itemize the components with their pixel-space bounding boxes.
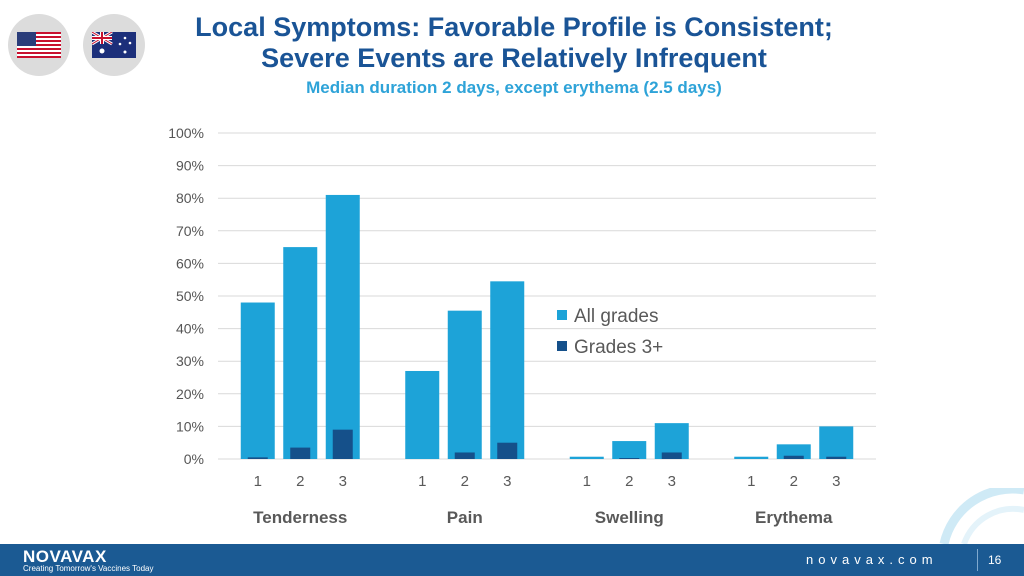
y-tick-label: 0% bbox=[184, 451, 204, 467]
x-tick-label: 3 bbox=[339, 473, 347, 490]
bar-grades3-pain-2 bbox=[454, 452, 475, 459]
bar-all-grades-tenderness-3 bbox=[325, 194, 360, 459]
footer-divider bbox=[977, 549, 978, 571]
y-tick-label: 80% bbox=[176, 190, 204, 206]
y-tick-label: 20% bbox=[176, 386, 204, 402]
x-tick-label: 2 bbox=[790, 473, 798, 490]
y-tick-label: 40% bbox=[176, 321, 204, 337]
x-tick-label: 2 bbox=[296, 473, 304, 490]
page-title: Local Symptoms: Favorable Profile is Con… bbox=[140, 12, 888, 74]
y-tick-label: 70% bbox=[176, 223, 204, 239]
brand-tagline: Creating Tomorrow's Vaccines Today bbox=[23, 564, 154, 573]
x-tick-label: 2 bbox=[625, 473, 633, 490]
legend-swatch-all_grades bbox=[557, 310, 567, 320]
novavax-logo: NOVAVAX bbox=[23, 547, 107, 566]
y-tick-label: 10% bbox=[176, 418, 204, 434]
x-tick-label: 3 bbox=[668, 473, 676, 490]
x-tick-label: 2 bbox=[461, 473, 469, 490]
title-line-1: Local Symptoms: Favorable Profile is Con… bbox=[195, 12, 833, 42]
page-subtitle: Median duration 2 days, except erythema … bbox=[306, 78, 722, 97]
x-tick-label: 3 bbox=[503, 473, 511, 490]
y-tick-label: 50% bbox=[176, 288, 204, 304]
title-line-2: Severe Events are Relatively Infrequent bbox=[261, 43, 767, 73]
bar-all-grades-pain-1 bbox=[405, 370, 440, 459]
x-tick-label: 1 bbox=[418, 473, 426, 490]
bar-grades3-tenderness-3 bbox=[332, 429, 353, 459]
x-tick-label: 1 bbox=[254, 473, 262, 490]
x-tick-label: 3 bbox=[832, 473, 840, 490]
decorative-arc-icon bbox=[939, 488, 1024, 544]
y-tick-label: 90% bbox=[176, 158, 204, 174]
page-number: 16 bbox=[988, 553, 1002, 567]
bar-grades3-pain-3 bbox=[497, 442, 518, 459]
bar-grades3-swelling-2 bbox=[619, 458, 640, 459]
group-label-swelling: Swelling bbox=[595, 508, 664, 527]
bar-all-grades-erythema-2 bbox=[776, 444, 811, 459]
bar-all-grades-erythema-3 bbox=[819, 426, 854, 459]
x-tick-label: 1 bbox=[747, 473, 755, 490]
bar-all-grades-pain-3 bbox=[490, 281, 525, 459]
bar-all-grades-erythema-1 bbox=[734, 456, 769, 459]
bar-grades3-erythema-2 bbox=[783, 455, 804, 459]
us-flag-badge bbox=[8, 14, 70, 76]
bar-grades3-tenderness-1 bbox=[247, 457, 268, 459]
us-flag-icon bbox=[17, 32, 61, 58]
bar-all-grades-swelling-2 bbox=[612, 441, 647, 459]
bar-grades3-swelling-3 bbox=[661, 452, 682, 459]
group-label-erythema: Erythema bbox=[755, 508, 833, 527]
website-link[interactable]: novavax.com bbox=[806, 552, 938, 567]
local-symptoms-bar-chart: 0% 10% 20% 30% 40% 50% 60% 70% 80% 90% 100% 1 2 3 Tend… bbox=[168, 125, 876, 527]
bar-all-grades-swelling-1 bbox=[569, 456, 604, 459]
legend-swatch-grades3 bbox=[557, 341, 567, 351]
footer-bar: NOVAVAX Creating Tomorrow's Vaccines Tod… bbox=[0, 544, 1024, 576]
group-label-tenderness: Tenderness bbox=[253, 508, 347, 527]
bar-grades3-erythema-3 bbox=[826, 456, 847, 459]
australia-flag-icon bbox=[92, 32, 136, 58]
group-label-pain: Pain bbox=[447, 508, 483, 527]
y-tick-label: 100% bbox=[168, 125, 204, 141]
legend-label-all_grades: All grades bbox=[574, 306, 659, 327]
x-tick-label: 1 bbox=[583, 473, 591, 490]
y-tick-label: 30% bbox=[176, 353, 204, 369]
bar-all-grades-tenderness-1 bbox=[240, 302, 275, 459]
bar-all-grades-pain-2 bbox=[447, 310, 482, 459]
y-tick-label: 60% bbox=[176, 255, 204, 271]
legend-label-grades3: Grades 3+ bbox=[574, 337, 663, 358]
bar-all-grades-tenderness-2 bbox=[283, 247, 318, 459]
australia-flag-badge bbox=[83, 14, 145, 76]
bar-grades3-tenderness-2 bbox=[290, 447, 311, 459]
